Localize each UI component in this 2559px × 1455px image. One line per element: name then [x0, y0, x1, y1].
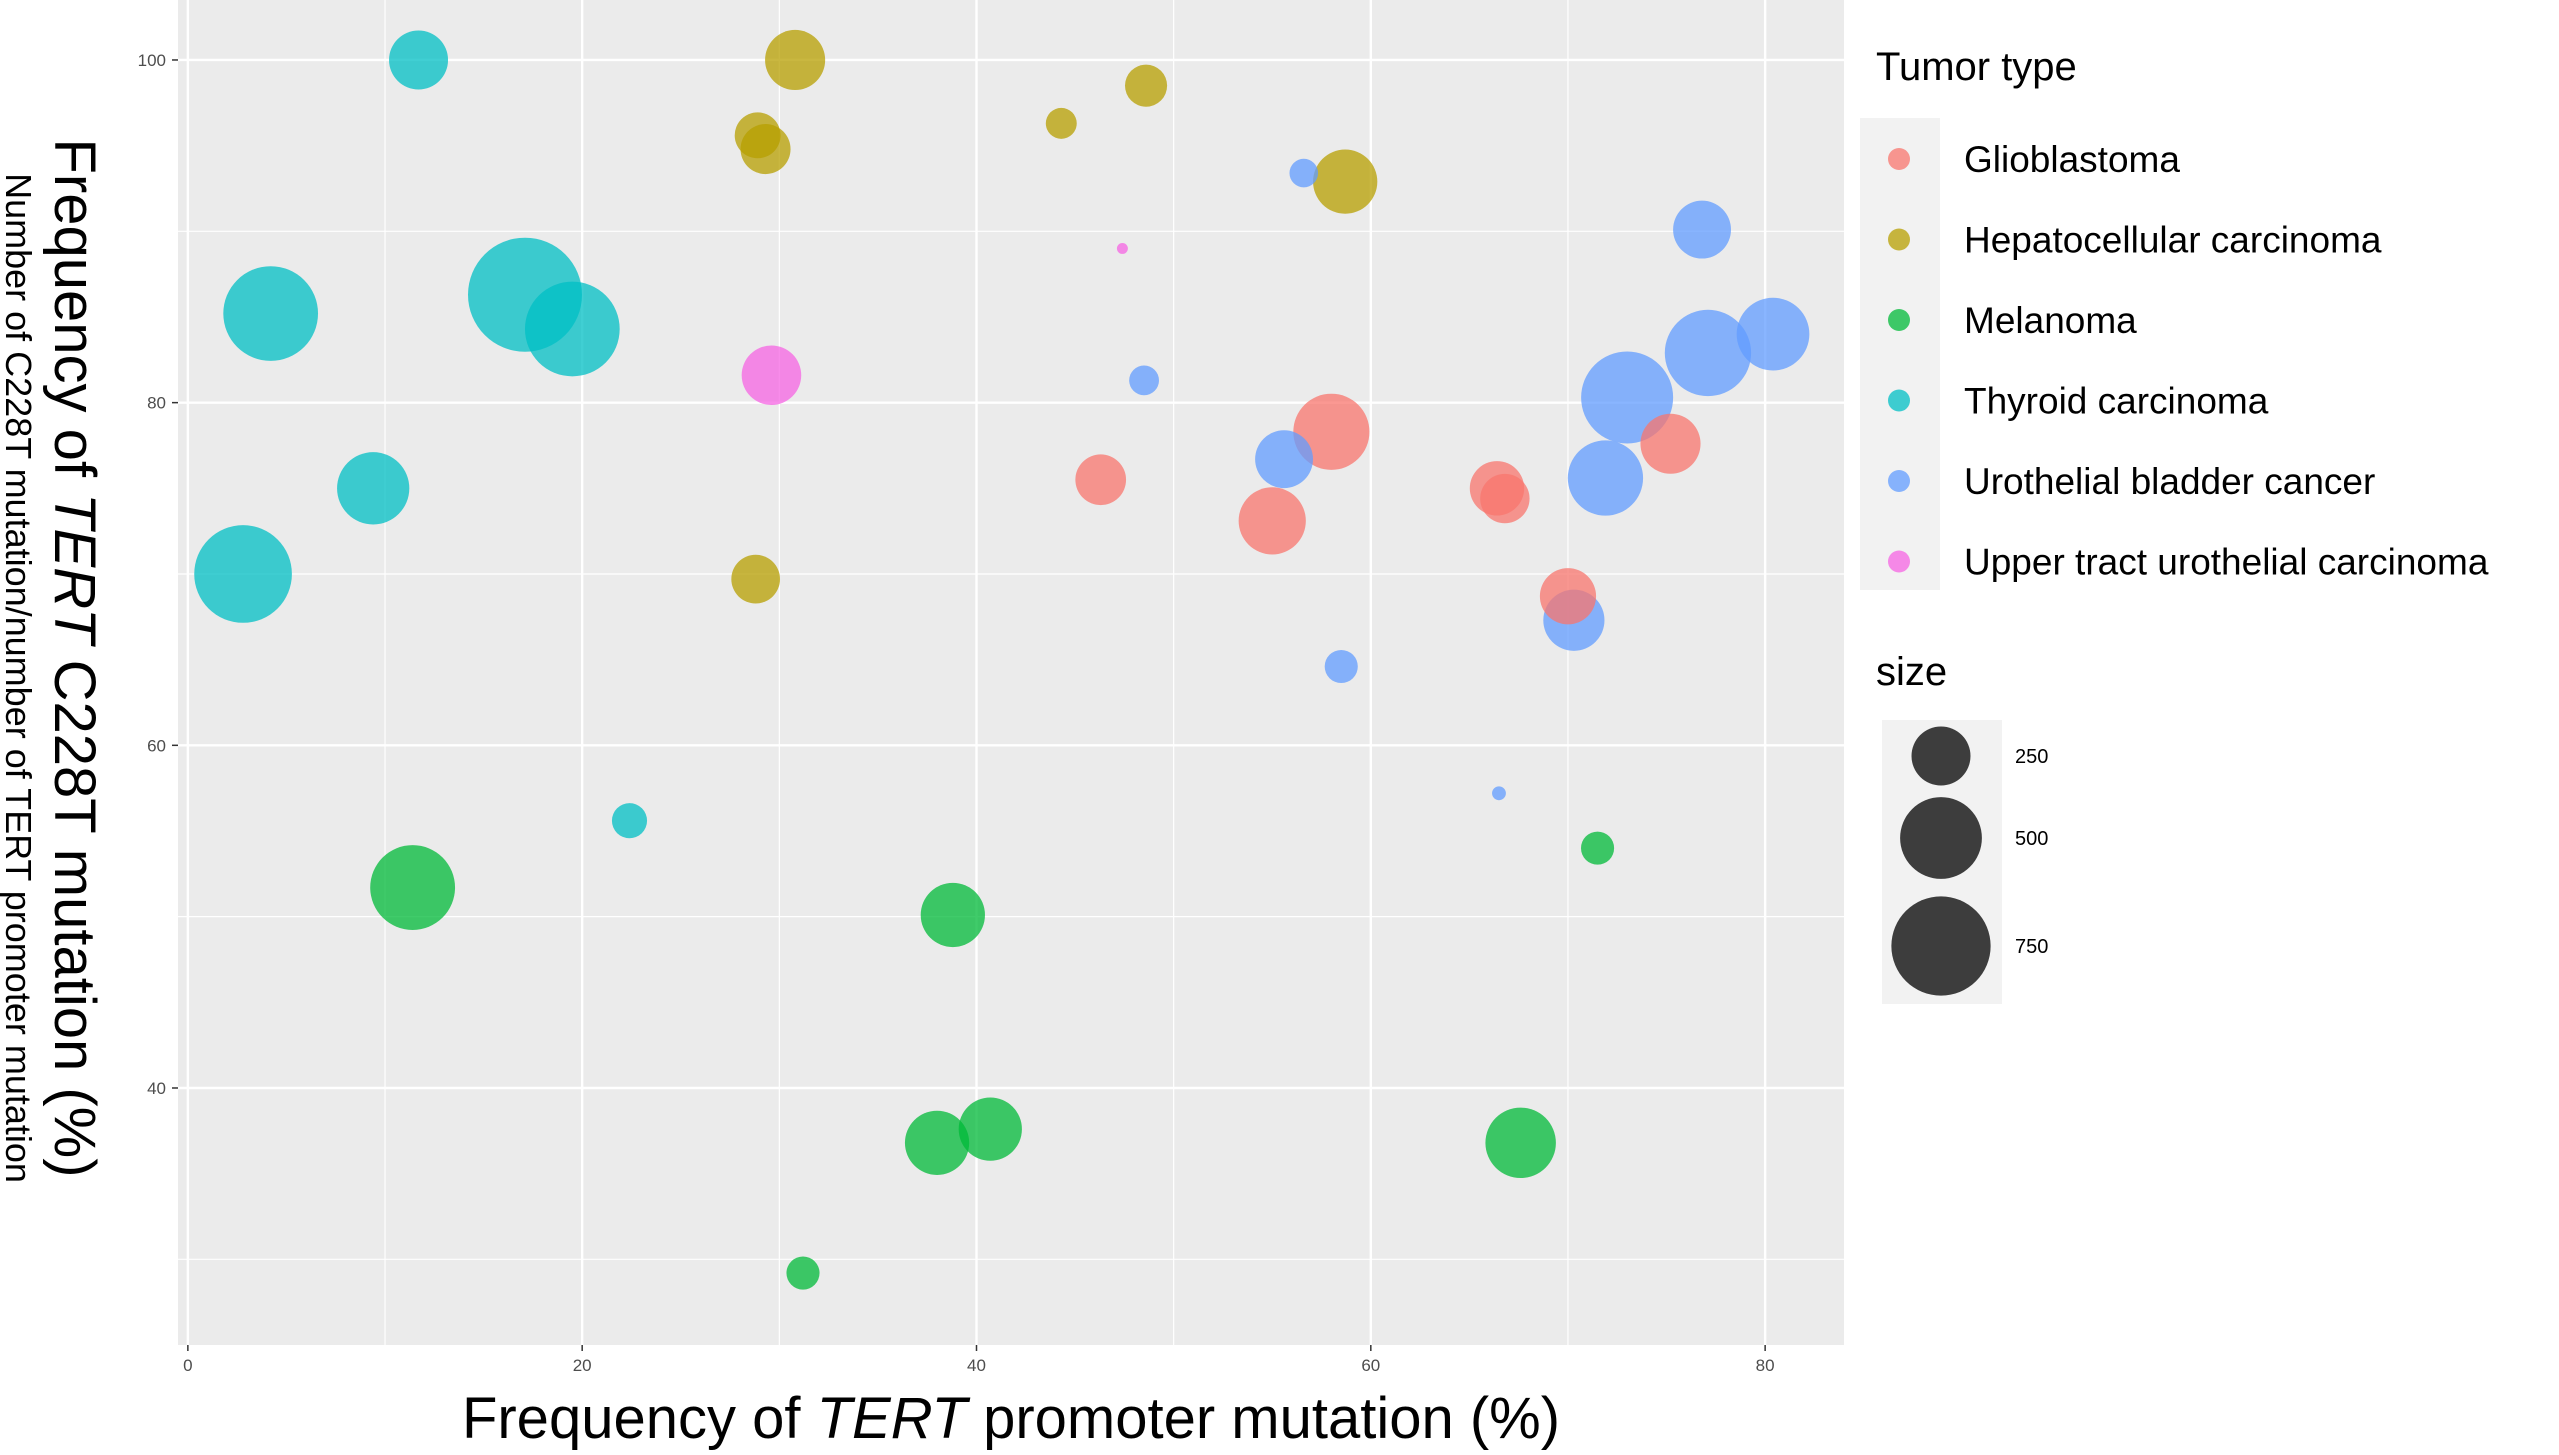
legend-key-glioblastoma — [1888, 148, 1910, 170]
x-tick-label: 60 — [1361, 1356, 1380, 1375]
bubble-thyroid-carcinoma — [389, 30, 449, 90]
bubble-urothelial-bladder-cancer — [1736, 297, 1810, 371]
size-legend-label: 750 — [2015, 936, 2048, 958]
bubble-glioblastoma — [1238, 487, 1306, 555]
bubble-melanoma — [1485, 1107, 1556, 1179]
legend-label: Melanoma — [1964, 300, 2137, 341]
bubble-thyroid-carcinoma — [194, 525, 292, 623]
legend-key-urothelial-bladder-cancer — [1888, 470, 1910, 492]
legend-label: Upper tract urothelial carcinoma — [1964, 542, 2489, 583]
bubble-urothelial-bladder-cancer — [1673, 200, 1731, 259]
bubble-melanoma — [786, 1256, 820, 1290]
bubble-urothelial-bladder-cancer — [1129, 365, 1159, 396]
legend-label: Hepatocellular carcinoma — [1964, 220, 2382, 261]
bubble-urothelial-bladder-cancer — [1492, 786, 1506, 801]
legend-key-hepatocellular-carcinoma — [1888, 228, 1910, 251]
x-tick-label: 40 — [967, 1356, 986, 1375]
bubble-upper-tract-urothelial-carcinoma — [741, 345, 802, 406]
bubble-thyroid-carcinoma — [337, 452, 410, 525]
bubble-melanoma — [958, 1097, 1022, 1161]
y-axis-subtitle: Number of C228T mutation/number of TERT … — [0, 173, 39, 1183]
bubble-glioblastoma — [1075, 454, 1127, 506]
bubble-thyroid-carcinoma — [524, 281, 620, 377]
bubble-glioblastoma — [1539, 568, 1597, 625]
bubble-melanoma — [904, 1110, 970, 1175]
legend-label: Glioblastoma — [1964, 139, 2180, 180]
size-legend-key — [1911, 726, 1971, 786]
legend-key-upper-tract-urothelial-carcinoma — [1888, 550, 1910, 573]
bubble-hepatocellular-carcinoma — [1125, 64, 1168, 107]
y-tick-label: 80 — [147, 394, 166, 413]
y-tick-label: 60 — [147, 736, 166, 755]
y-tick-label: 100 — [138, 51, 166, 70]
size-legend-label: 500 — [2015, 828, 2048, 850]
bubble-upper-tract-urothelial-carcinoma — [1116, 242, 1128, 254]
x-tick-label: 80 — [1756, 1356, 1775, 1375]
x-axis-title: Frequency of TERT promoter mutation (%) — [462, 1386, 1560, 1450]
y-axis-title: Frequency of TERT C228T mutation (%) — [42, 138, 107, 1177]
legend-label: Urothelial bladder cancer — [1964, 461, 2375, 502]
bubble-urothelial-bladder-cancer — [1289, 158, 1319, 188]
bubble-urothelial-bladder-cancer — [1664, 309, 1752, 397]
bubble-urothelial-bladder-cancer — [1581, 351, 1674, 444]
x-tick-label: 20 — [573, 1356, 592, 1375]
bubble-hepatocellular-carcinoma — [731, 554, 781, 604]
color-legend-title: Tumor type — [1876, 45, 2077, 89]
size-legend-key — [1900, 797, 1982, 879]
size-legend-key — [1891, 896, 1991, 996]
color-legend-key-background — [1860, 118, 1940, 590]
bubble-urothelial-bladder-cancer — [1255, 430, 1314, 489]
bubble-urothelial-bladder-cancer — [1567, 440, 1644, 516]
bubble-melanoma — [1580, 831, 1615, 865]
axis-ticks: 0 20 40 60 80 40 60 80 100 — [138, 51, 1775, 1375]
bubble-hepatocellular-carcinoma — [1313, 149, 1378, 214]
size-legend: 250 500 750 — [1891, 726, 2048, 996]
bubble-thyroid-carcinoma — [611, 803, 648, 839]
bubble-glioblastoma — [1293, 393, 1370, 470]
bubble-thyroid-carcinoma — [223, 266, 319, 361]
legend-key-melanoma — [1888, 309, 1910, 331]
legend-key-thyroid-carcinoma — [1888, 389, 1910, 412]
bubble-melanoma — [370, 845, 456, 930]
bubble-melanoma — [920, 882, 985, 948]
bubble-urothelial-bladder-cancer — [1324, 649, 1358, 684]
data-points — [194, 29, 1810, 1290]
bubble-hepatocellular-carcinoma — [765, 29, 826, 91]
bubble-glioblastoma — [1480, 473, 1530, 524]
size-legend-label: 250 — [2015, 746, 2048, 768]
color-legend: Glioblastoma Hepatocellular carcinoma Mela… — [1888, 139, 2489, 583]
bubble-hepatocellular-carcinoma — [1045, 107, 1077, 139]
bubble-hepatocellular-carcinoma — [734, 112, 781, 159]
legend-label: Thyroid carcinoma — [1964, 381, 2269, 422]
y-tick-label: 40 — [147, 1079, 166, 1098]
size-legend-title: size — [1876, 650, 1947, 694]
bubble-glioblastoma — [1640, 413, 1701, 474]
x-tick-label: 0 — [183, 1356, 192, 1375]
